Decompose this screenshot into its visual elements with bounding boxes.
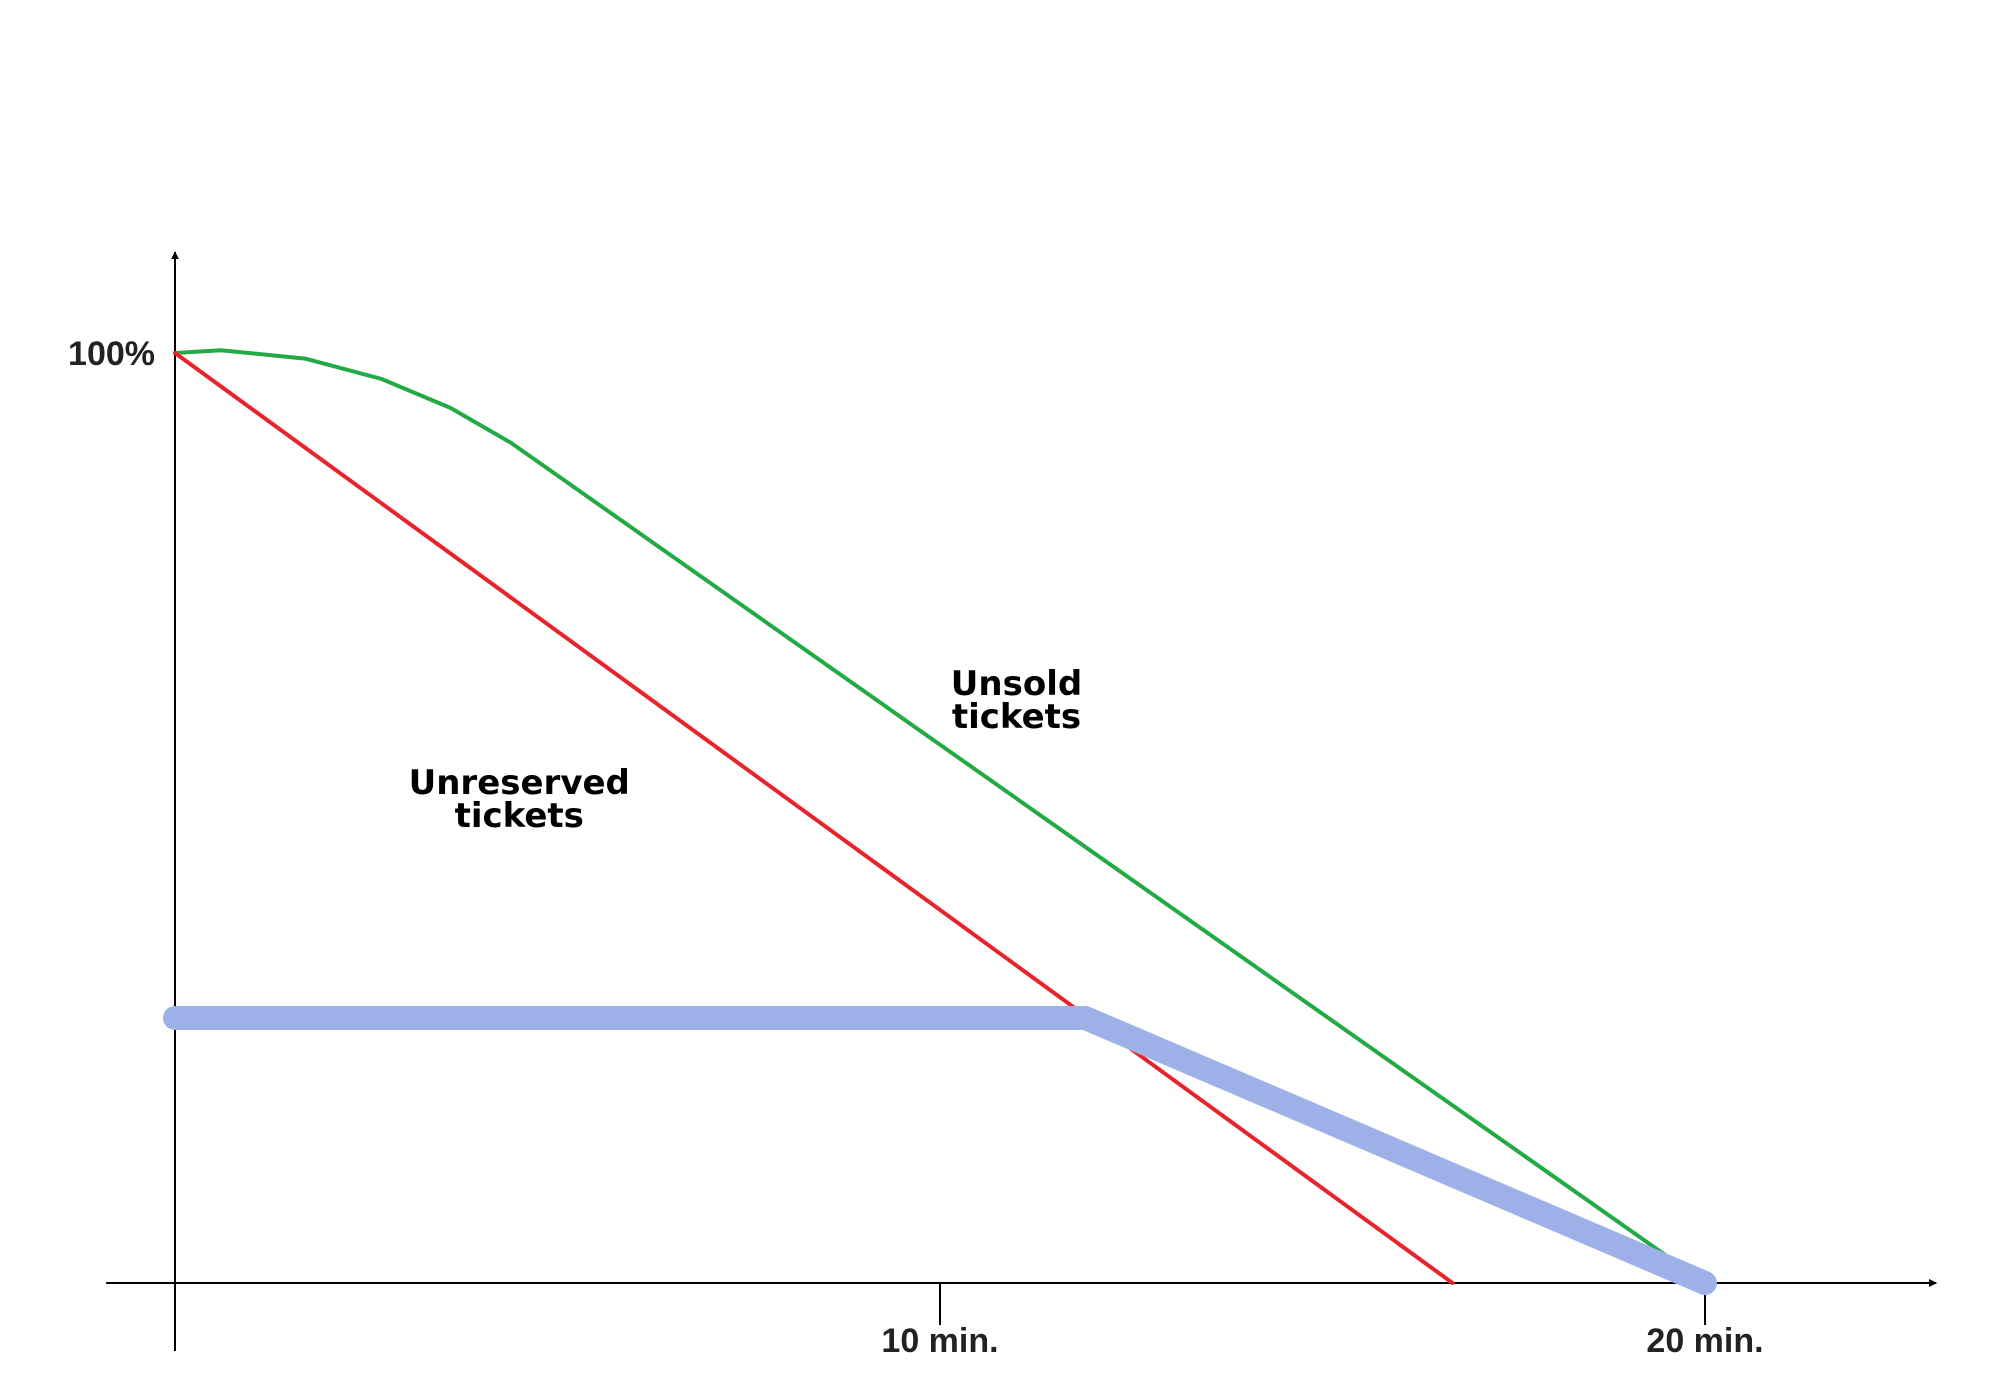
series-label-unreserved-tickets: Unreserved tickets — [409, 763, 630, 836]
series-label-line: Unreserved — [409, 763, 630, 803]
x-tick-label-0: 10 min. — [881, 1322, 998, 1360]
series-line-unreserved-tickets — [173, 351, 1455, 1285]
series-line-unlabeled — [163, 1006, 1717, 1295]
series-label-line: Unsold — [951, 664, 1082, 704]
y-tick-label-0: 100% — [68, 335, 155, 373]
series-label-line: tickets — [455, 796, 584, 836]
series-label-unsold-tickets: Unsold tickets — [951, 664, 1082, 737]
series-line-unsold-tickets — [173, 348, 1707, 1285]
x-tick-label-1: 20 min. — [1646, 1322, 1763, 1360]
series-label-line: tickets — [952, 697, 1081, 737]
